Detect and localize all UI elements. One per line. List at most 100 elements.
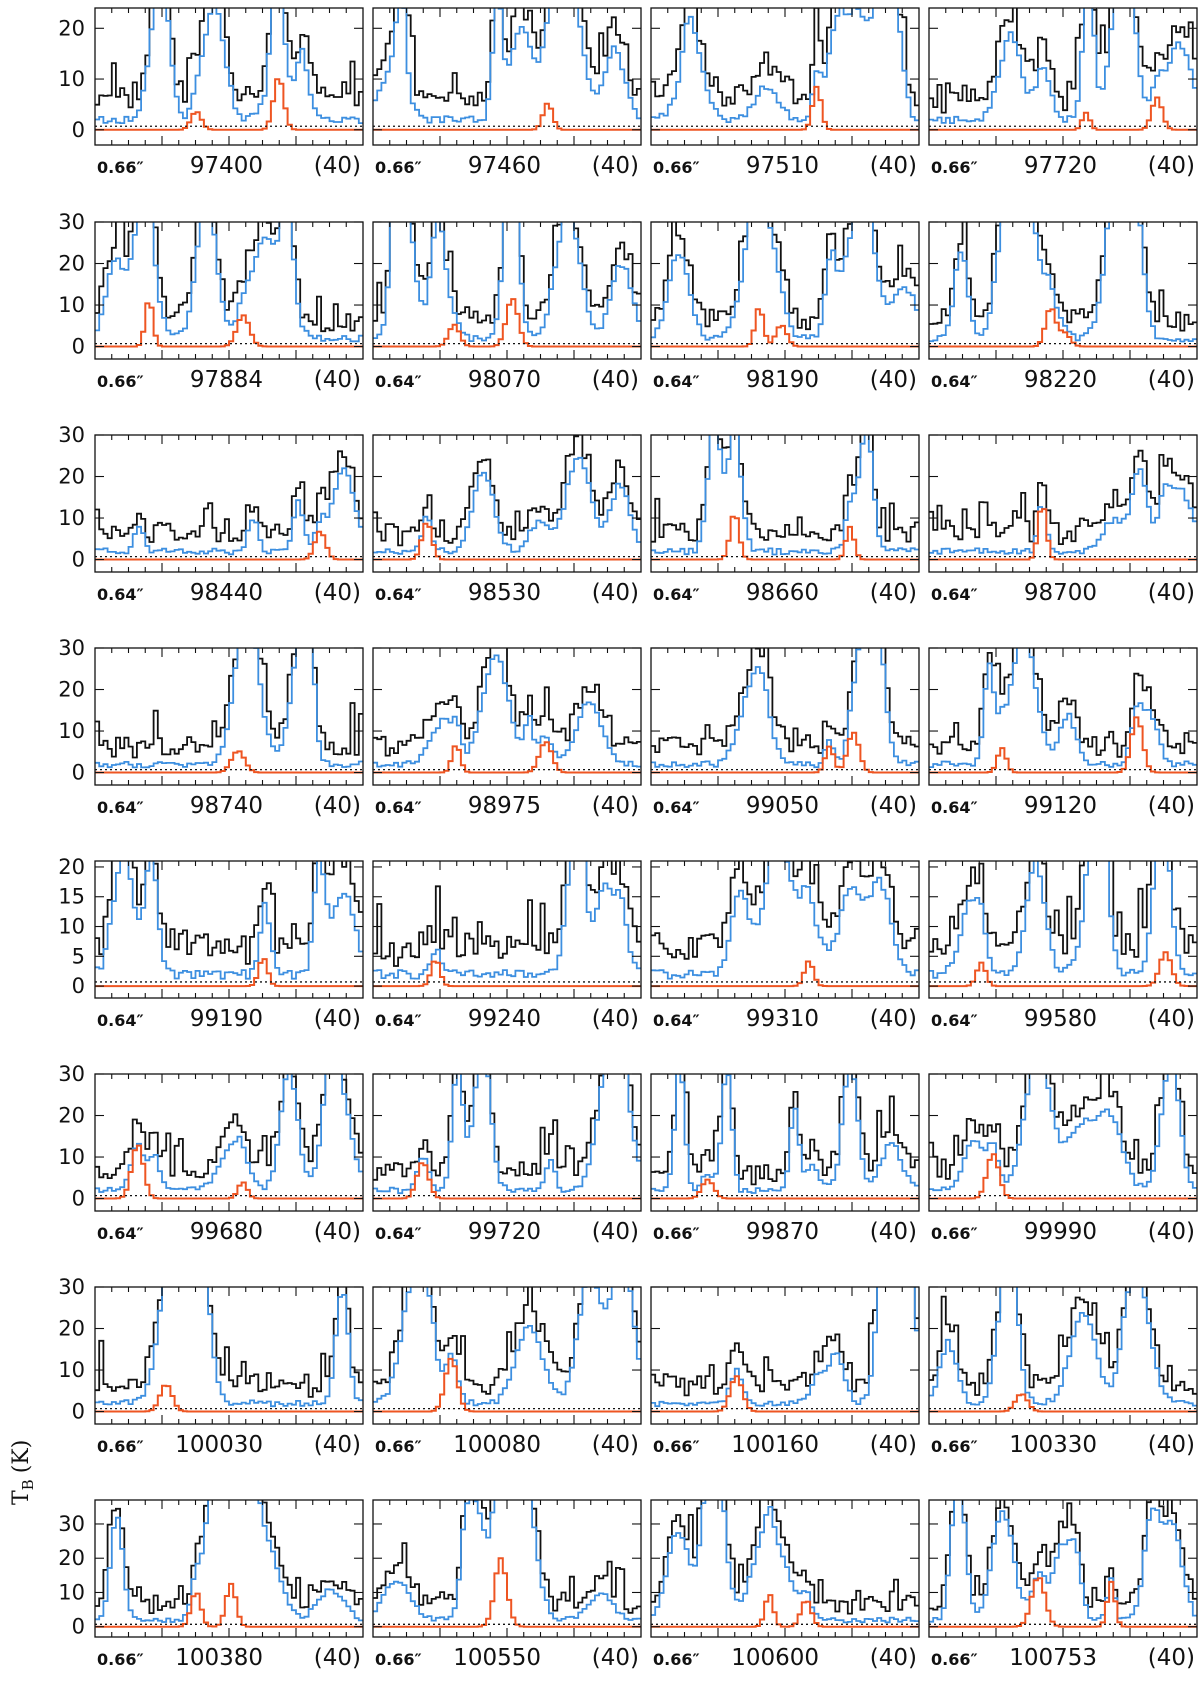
beam-size-label: 0.64″ xyxy=(375,1224,422,1243)
model-species-line xyxy=(929,1393,1197,1413)
model-total-line xyxy=(95,1074,363,1193)
beam-size-label: 0.66″ xyxy=(653,1437,700,1456)
model-total-line xyxy=(373,222,641,342)
width-label: (40) xyxy=(314,1219,361,1245)
spectrum-panel: 0.64″ 98975 (40) xyxy=(372,647,642,819)
width-label: (40) xyxy=(592,580,639,606)
model-total-line xyxy=(929,8,1197,124)
frequency-label: 99310 xyxy=(746,1006,819,1032)
spectrum-panel: 0 10 20 0.66″ 97400 (40) xyxy=(58,7,364,179)
y-axis-label-unit: (K) xyxy=(9,1440,34,1474)
observed-spectrum-line xyxy=(651,861,919,960)
y-tick-label: 20 xyxy=(58,678,85,702)
y-tick-label: 10 xyxy=(58,67,85,91)
frequency-label: 98660 xyxy=(746,580,819,606)
panel-frame xyxy=(372,1499,642,1638)
beam-size-label: 0.64″ xyxy=(375,585,422,604)
model-total-line xyxy=(373,456,641,555)
beam-size-label: 0.66″ xyxy=(375,158,422,177)
model-species-line xyxy=(373,1162,641,1200)
y-tick-label: 30 xyxy=(58,423,85,447)
model-species-line xyxy=(929,1577,1197,1628)
y-tick-label: 30 xyxy=(58,210,85,234)
frequency-label: 99120 xyxy=(1024,793,1097,819)
observed-spectrum-line xyxy=(373,1287,641,1395)
observed-spectrum-line xyxy=(95,450,363,543)
beam-size-label: 0.66″ xyxy=(375,1437,422,1456)
spectrum-panel: 0 10 20 30 0.66″ 97884 (40) xyxy=(58,210,364,393)
width-label: (40) xyxy=(592,1219,639,1245)
spectrum-panel: 0.64″ 98700 (40) xyxy=(928,434,1198,606)
beam-size-label: 0.66″ xyxy=(931,158,978,177)
model-species-line xyxy=(373,960,641,988)
spectrum-panel: 0.64″ 99720 (40) xyxy=(372,1073,642,1245)
width-label: (40) xyxy=(870,580,917,606)
spectrum-panel: 0 5 10 15 20 0.64″ 99190 (40) xyxy=(58,855,364,1032)
y-axis-label-sub: B xyxy=(19,1479,37,1490)
width-label: (40) xyxy=(592,1645,639,1671)
beam-size-label: 0.64″ xyxy=(375,798,422,817)
frequency-label: 97884 xyxy=(190,367,263,393)
observed-spectrum-line xyxy=(651,8,919,107)
model-total-line xyxy=(95,861,363,980)
spectrum-panel: 0.64″ 99050 (40) xyxy=(650,647,920,819)
model-species-line xyxy=(373,741,641,774)
panel-frame xyxy=(650,221,920,360)
panel-frame xyxy=(372,860,642,999)
frequency-label: 97400 xyxy=(190,153,263,179)
beam-size-label: 0.64″ xyxy=(653,1011,700,1030)
frequency-label: 98220 xyxy=(1024,367,1097,393)
panel-frame xyxy=(650,860,920,999)
panel-frame xyxy=(928,860,1198,999)
beam-size-label: 0.64″ xyxy=(97,1224,144,1243)
y-tick-label: 10 xyxy=(58,1358,85,1382)
observed-spectrum-line xyxy=(651,435,919,543)
beam-size-label: 0.64″ xyxy=(97,1011,144,1030)
frequency-label: 100380 xyxy=(175,1645,263,1671)
observed-spectrum-line xyxy=(95,1287,363,1398)
frequency-label: 99870 xyxy=(746,1219,819,1245)
spectrum-panel: 0.66″ 100550 (40) xyxy=(372,1499,642,1671)
frequency-label: 100160 xyxy=(731,1432,819,1458)
beam-size-label: 0.66″ xyxy=(653,158,700,177)
model-total-line xyxy=(95,467,363,556)
spectrum-panel: 0.64″ 99580 (40) xyxy=(928,860,1198,1032)
beam-size-label: 0.66″ xyxy=(97,372,144,391)
model-species-line xyxy=(373,522,641,561)
model-total-line xyxy=(651,1287,919,1408)
model-species-line xyxy=(929,1153,1197,1200)
spectrum-panel: 0 10 20 30 0.64″ 98440 (40) xyxy=(58,423,364,606)
width-label: (40) xyxy=(592,367,639,393)
model-total-line xyxy=(373,1500,641,1622)
model-total-line xyxy=(95,1500,363,1623)
frequency-label: 98700 xyxy=(1024,580,1097,606)
beam-size-label: 0.66″ xyxy=(97,158,144,177)
width-label: (40) xyxy=(870,1219,917,1245)
beam-size-label: 0.64″ xyxy=(931,585,978,604)
spectrum-panel: 0.66″ 100160 (40) xyxy=(650,1286,920,1458)
frequency-label: 98190 xyxy=(746,367,819,393)
spectrum-panel: 0.66″ 100753 (40) xyxy=(928,1499,1198,1671)
y-tick-label: 0 xyxy=(72,1187,85,1211)
observed-spectrum-line xyxy=(929,222,1197,332)
observed-spectrum-line xyxy=(373,435,641,547)
model-species-line xyxy=(95,1144,363,1200)
width-label: (40) xyxy=(870,153,917,179)
model-species-line xyxy=(373,298,641,348)
model-total-line xyxy=(929,861,1197,979)
y-tick-label: 30 xyxy=(58,1275,85,1299)
model-species-line xyxy=(651,1178,919,1200)
frequency-label: 100080 xyxy=(453,1432,541,1458)
model-species-line xyxy=(95,958,363,988)
panel-frame xyxy=(650,647,920,786)
model-species-line xyxy=(651,308,919,348)
observed-spectrum-line xyxy=(651,1287,919,1397)
spectrum-panel: 0.66″ 97510 (40) xyxy=(650,7,920,179)
y-tick-label: 0 xyxy=(72,1400,85,1424)
panel-frame xyxy=(650,1499,920,1638)
model-total-line xyxy=(929,468,1197,555)
frequency-label: 100600 xyxy=(731,1645,819,1671)
y-tick-label: 0 xyxy=(72,974,85,998)
spectrum-panel: 0.66″ 99870 (40) xyxy=(650,1073,920,1245)
frequency-label: 97720 xyxy=(1024,153,1097,179)
